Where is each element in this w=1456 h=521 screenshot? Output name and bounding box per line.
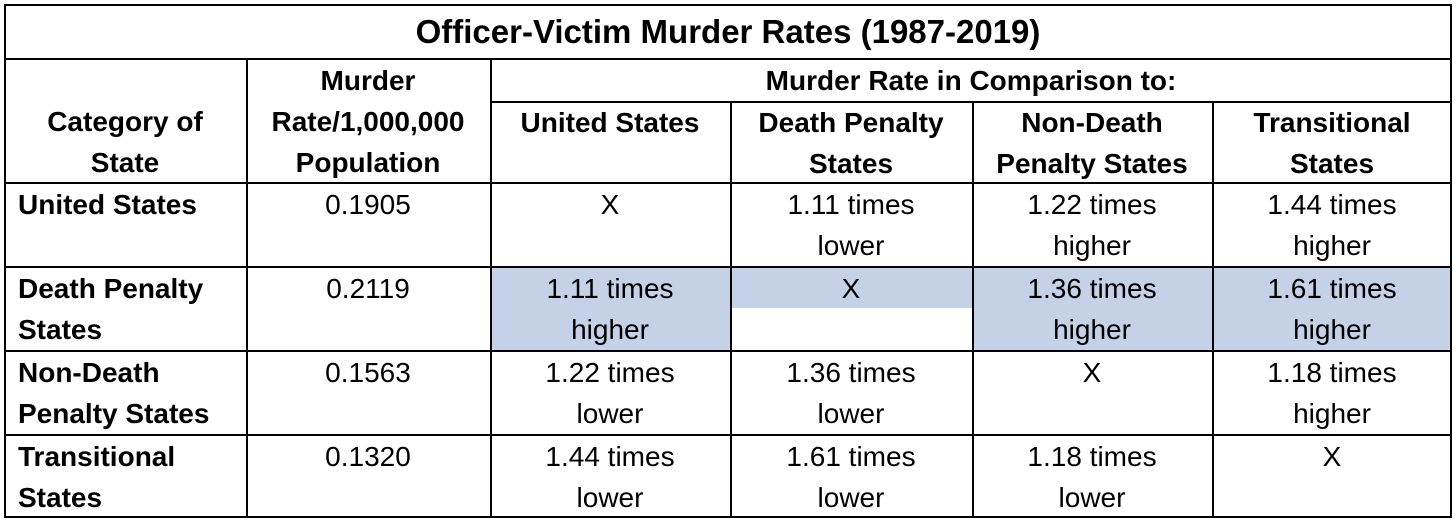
cell-dp-vs-us: 1.11 times higher (546, 273, 674, 345)
rule-below-title (4, 58, 1452, 60)
highlight-dp-vs-us (490, 266, 730, 351)
rate-transitional-states: 0.1320 (325, 441, 411, 472)
header-col-dp: Death Penalty States (758, 107, 944, 179)
cell-trans-vs-ndp: 1.18 times lower (1027, 441, 1157, 513)
header-col-us: United States (520, 107, 700, 138)
cell-dp-vs-trans: 1.61 times higher (1267, 273, 1397, 345)
header-murder-rate: Murder Rate/1,000,000 Population (271, 65, 465, 178)
rule-below-group-header (490, 101, 1452, 103)
rule-col-4 (972, 101, 974, 518)
rule-col-5 (1212, 101, 1214, 518)
border-top (4, 4, 1452, 6)
cell-us-vs-dp: 1.11 times lower (787, 189, 915, 261)
rule-col-2 (490, 58, 492, 518)
header-col-trans: Transitional States (1253, 107, 1411, 179)
cell-us-vs-ndp: 1.22 times higher (1027, 189, 1157, 261)
murder-rate-table: Officer-Victim Murder Rates (1987-2019) … (4, 4, 1452, 518)
rule-col-3 (730, 101, 732, 518)
rule-below-row-2 (4, 350, 1452, 352)
highlight-dp-vs-ndp (972, 266, 1212, 351)
header-col-ndp: Non-Death Penalty States (996, 107, 1188, 179)
row-label-death-penalty-states: Death Penalty States (18, 273, 204, 345)
cell-trans-vs-us: 1.44 times lower (545, 441, 675, 513)
cell-ndp-vs-trans: 1.18 times higher (1267, 357, 1397, 429)
row-label-transitional-states: Transitional States (18, 441, 176, 513)
cell-dp-vs-ndp: 1.36 times higher (1027, 273, 1157, 345)
table-title: Officer-Victim Murder Rates (1987-2019) (415, 13, 1041, 50)
rate-death-penalty-states: 0.2119 (326, 273, 410, 304)
border-left (4, 4, 6, 518)
rule-below-row-1 (4, 266, 1452, 268)
cell-ndp-vs-dp: 1.36 times lower (786, 357, 916, 429)
cell-us-vs-us: X (600, 189, 620, 220)
rule-below-headers (4, 182, 1452, 184)
rule-below-row-3 (4, 434, 1452, 436)
header-comparison-group: Murder Rate in Comparison to: (765, 65, 1177, 96)
row-label-non-death-penalty-states: Non-Death Penalty States (18, 357, 210, 429)
cell-trans-vs-dp: 1.61 times lower (786, 441, 916, 513)
header-category: Category of State (47, 106, 203, 178)
cell-us-vs-trans: 1.44 times higher (1267, 189, 1397, 261)
rate-non-death-penalty-states: 0.1563 (325, 357, 411, 388)
border-bottom (4, 516, 1452, 518)
row-label-united-states: United States (18, 189, 197, 220)
rule-col-1 (246, 58, 248, 518)
cell-trans-vs-trans: X (1322, 441, 1342, 472)
cell-ndp-vs-ndp: X (1082, 357, 1102, 388)
rate-united-states: 0.1905 (325, 189, 411, 220)
highlight-dp-vs-trans (1212, 266, 1452, 351)
border-right (1450, 4, 1452, 518)
cell-ndp-vs-us: 1.22 times lower (545, 357, 675, 429)
highlight-dp-vs-dp (730, 266, 972, 308)
cell-dp-vs-dp: X (841, 273, 861, 304)
